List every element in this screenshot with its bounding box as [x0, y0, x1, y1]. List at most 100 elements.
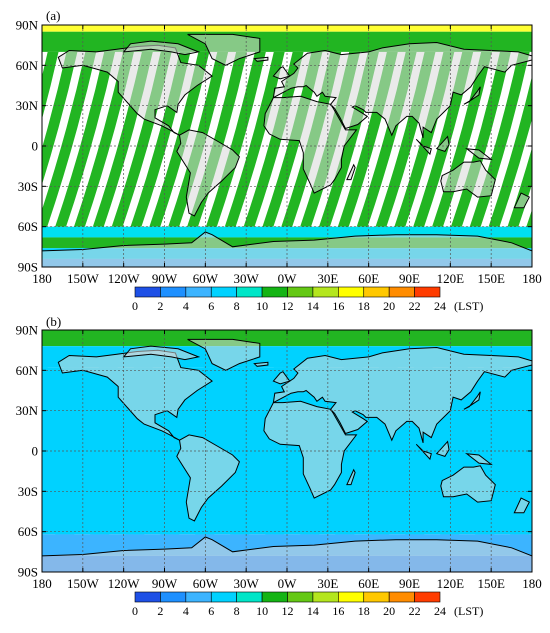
y-tick-label: 30S [18, 179, 38, 194]
swath [74, 51, 134, 227]
y-tick-label: 60S [18, 524, 38, 539]
colorbar-tick-label: 22 [409, 299, 421, 313]
swath [405, 367, 468, 535]
y-tick-label: 90S [18, 260, 38, 275]
colorbar-segment [363, 591, 390, 603]
continent-outline [463, 86, 481, 105]
panel-b-label: (b) [46, 314, 61, 329]
colorbar-segment [388, 591, 415, 603]
x-tick-label: 30E [317, 576, 338, 591]
colorbar-unit: (LST) [454, 299, 483, 313]
swath [413, 51, 474, 227]
swath [510, 459, 532, 535]
x-tick-label: 180 [32, 271, 52, 286]
continent-outline [440, 160, 496, 198]
swath [55, 51, 116, 227]
colorbar-segment [134, 286, 161, 298]
continent-outline [513, 192, 530, 209]
continent-outline [415, 443, 432, 461]
continent-outline [272, 371, 291, 385]
colorbar-segment [160, 591, 187, 603]
colorbar-segment [210, 286, 237, 298]
colorbar-segment [160, 286, 187, 298]
colorbar-segment [134, 591, 161, 603]
colorbar-segment [312, 286, 339, 298]
colorbar-tick-label: 16 [332, 299, 344, 313]
swath [243, 51, 304, 227]
continent-outline [272, 41, 532, 139]
colorbar-segment [236, 286, 263, 298]
colorbar-segment [261, 286, 288, 298]
continent-outline [513, 497, 530, 514]
panel-b: (b) 90N 60N 30N 0 30S 60S 90S 180 150W 120W 90W 60… [0, 314, 550, 591]
y-tick-label: 0 [32, 139, 39, 154]
x-tick-label: 150E [477, 271, 505, 286]
swath [0, 368, 13, 535]
swath [507, 147, 532, 227]
y-tick-label: 60N [16, 363, 39, 378]
colorbar-segment [312, 591, 339, 603]
continent-outline [440, 465, 496, 503]
colorbar-tick-label: 22 [409, 604, 421, 618]
x-tick-label: 120W [108, 576, 141, 591]
panel-b-x-ticks: 180 150W 120W 90W 60W 30W 0W 30E 60E 90E 120E 150E 1… [32, 330, 542, 591]
colorbar-tick-label: 24 [434, 604, 446, 618]
swath [42, 367, 83, 526]
colorbar-tick-label: 18 [358, 299, 370, 313]
colorbar-tick-label: 14 [307, 299, 319, 313]
colorbar-tick-label: 10 [256, 604, 268, 618]
swath [545, 368, 550, 535]
panel-a-x-ticks: 180 150W 120W 90W 60W 30W 0W 30E 60E 90E 120E 150E 1… [32, 25, 542, 286]
continent-outline [272, 346, 532, 444]
colorbar-tick-label: 6 [208, 604, 214, 618]
colorbar-tick-label: 8 [234, 604, 240, 618]
colorbar-tick-label: 0 [132, 604, 138, 618]
colorbar-tick-label: 8 [234, 299, 240, 313]
continent-outline [253, 361, 269, 367]
colorbar-tick-label: 24 [434, 299, 446, 313]
swath [42, 51, 97, 227]
colorbar-segment [363, 286, 390, 298]
x-tick-label: 60W [193, 271, 219, 286]
x-tick-label: 120E [437, 271, 465, 286]
colorbar-tick-label: 18 [358, 604, 370, 618]
colorbar-tick-label: 10 [256, 299, 268, 313]
colorbar-tick-label: 6 [208, 299, 214, 313]
continent-outline [272, 66, 291, 80]
swath [205, 51, 266, 227]
panel-a: (a) 90N 60N 30N 0 30S 60S 90S 180 150W 120W 90W 60… [16, 8, 542, 286]
colorbar-tick-label: 4 [183, 604, 189, 618]
y-tick-label: 90S [18, 565, 38, 580]
continent-outline [346, 163, 356, 181]
continent-outline [253, 56, 269, 62]
y-tick-label: 0 [32, 444, 39, 459]
y-tick-label: 60S [18, 219, 38, 234]
continent-outline [263, 400, 358, 499]
y-tick-label: 90N [16, 18, 39, 33]
colorbar-tick-label: 0 [132, 299, 138, 313]
y-tick-label: 60N [16, 58, 39, 73]
continent-outline [122, 40, 201, 56]
x-tick-label: 60W [193, 576, 219, 591]
colorbar-tick-label: 16 [332, 604, 344, 618]
continent-outline [346, 468, 356, 486]
colorbar-tick-label: 14 [307, 604, 319, 618]
colorbar-segment [414, 591, 441, 603]
x-tick-label: 120E [437, 576, 465, 591]
continent-outline [415, 138, 432, 156]
x-tick-label: 60E [358, 576, 379, 591]
x-tick-label: 0W [278, 576, 298, 591]
panel-a-label: (a) [46, 8, 60, 23]
colorbar-segment [388, 286, 415, 298]
continent-outline [435, 440, 450, 457]
panel-b-y-ticks: 90N 60N 30N 0 30S 60S 90S [16, 323, 532, 580]
colorbar-tick-label: 2 [157, 299, 163, 313]
y-tick-label: 90N [16, 323, 39, 338]
colorbar-tick-label: 2 [157, 604, 163, 618]
colorbar-tick-label: 20 [383, 604, 395, 618]
continent-outline [122, 345, 201, 361]
colorbar-tick-label: 20 [383, 299, 395, 313]
x-tick-label: 90W [152, 576, 178, 591]
x-tick-label: 150E [477, 576, 505, 591]
swath [224, 51, 285, 227]
